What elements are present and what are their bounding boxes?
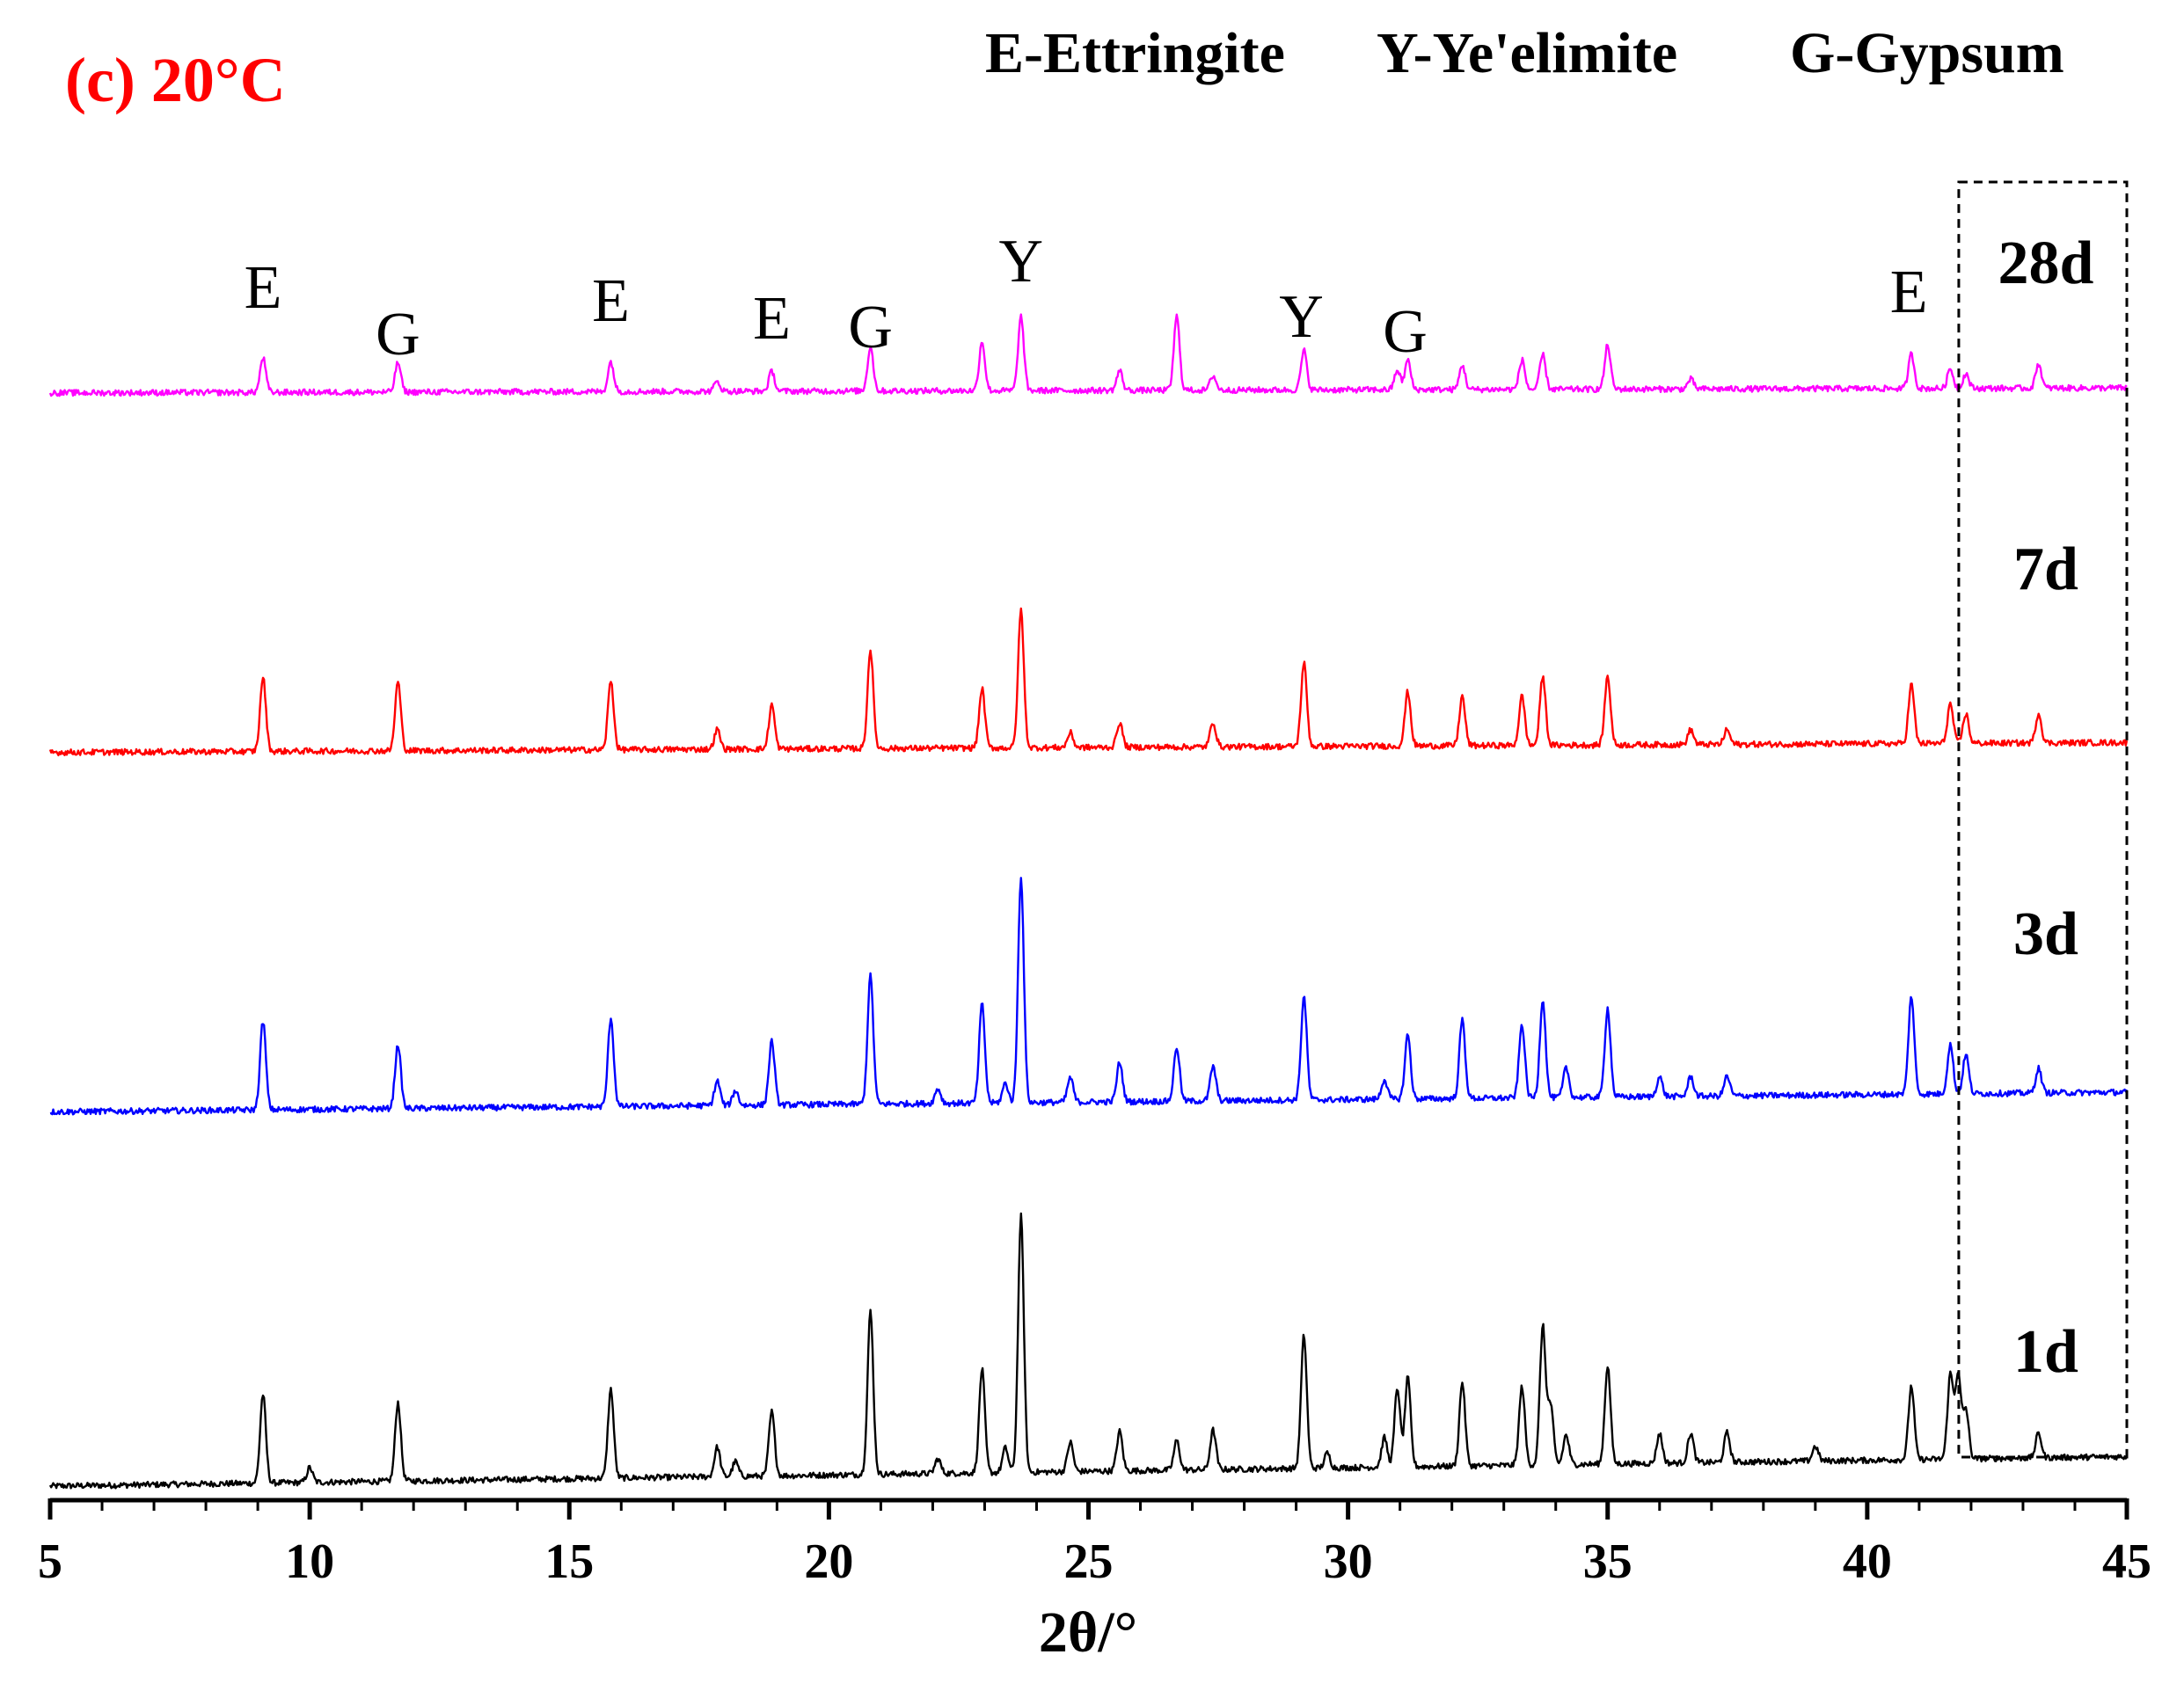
peak-label-e: E [592, 267, 630, 335]
peak-label-y: Y [998, 228, 1043, 295]
legend-item-ettringite: E-Ettringite [985, 21, 1285, 85]
x-tick-label: 35 [1583, 1534, 1633, 1589]
age-label-layer: 1d 3d 7d 28d [1998, 230, 2094, 1386]
peak-label-layer: EG E E GYY GE [245, 228, 1928, 368]
series-label-28d: 28d [1998, 230, 2094, 297]
series-line-1d [48, 1212, 2129, 1490]
peak-label-e: E [245, 254, 282, 322]
x-tick-label: 15 [544, 1534, 594, 1589]
peak-label-g: G [848, 294, 893, 361]
series-label-3d: 3d [2013, 900, 2078, 968]
x-tick-label: 30 [1324, 1534, 1373, 1589]
series-line-3d [49, 877, 2129, 1116]
legend: E-Ettringite Y-Ye'elimite G-Gypsum [985, 21, 2064, 85]
series-label-7d: 7d [2013, 536, 2078, 603]
legend-item-gypsum: G-Gypsum [1790, 21, 2064, 85]
x-tick-label: 10 [285, 1534, 334, 1589]
peak-label-e: E [1890, 259, 1928, 326]
x-axis-ticks: 5 10 15 20 25 30 35 40 45 [38, 1498, 2151, 1589]
series-line-28d [48, 313, 2128, 397]
x-tick-label: 40 [1843, 1534, 1892, 1589]
x-tick-label: 5 [38, 1534, 62, 1589]
peak-label-e: E [753, 285, 791, 353]
series-layer [48, 313, 2129, 1490]
x-axis-title: 2θ/° [1039, 1600, 1137, 1665]
highlight-box [1957, 180, 2129, 1459]
x-tick-label: 20 [804, 1534, 853, 1589]
highlight-layer [1957, 180, 2129, 1459]
x-tick-label: 25 [1064, 1534, 1114, 1589]
series-line-7d [48, 607, 2129, 757]
peak-label-g: G [1383, 298, 1428, 366]
series-label-1d: 1d [2013, 1318, 2078, 1386]
panel-label: (c) 20°C [65, 45, 286, 115]
legend-item-yeelimite: Y-Ye'elimite [1377, 21, 1677, 85]
peak-label-y: Y [1279, 283, 1324, 351]
x-tick-label: 45 [2102, 1534, 2151, 1589]
peak-label-g: G [376, 301, 420, 368]
